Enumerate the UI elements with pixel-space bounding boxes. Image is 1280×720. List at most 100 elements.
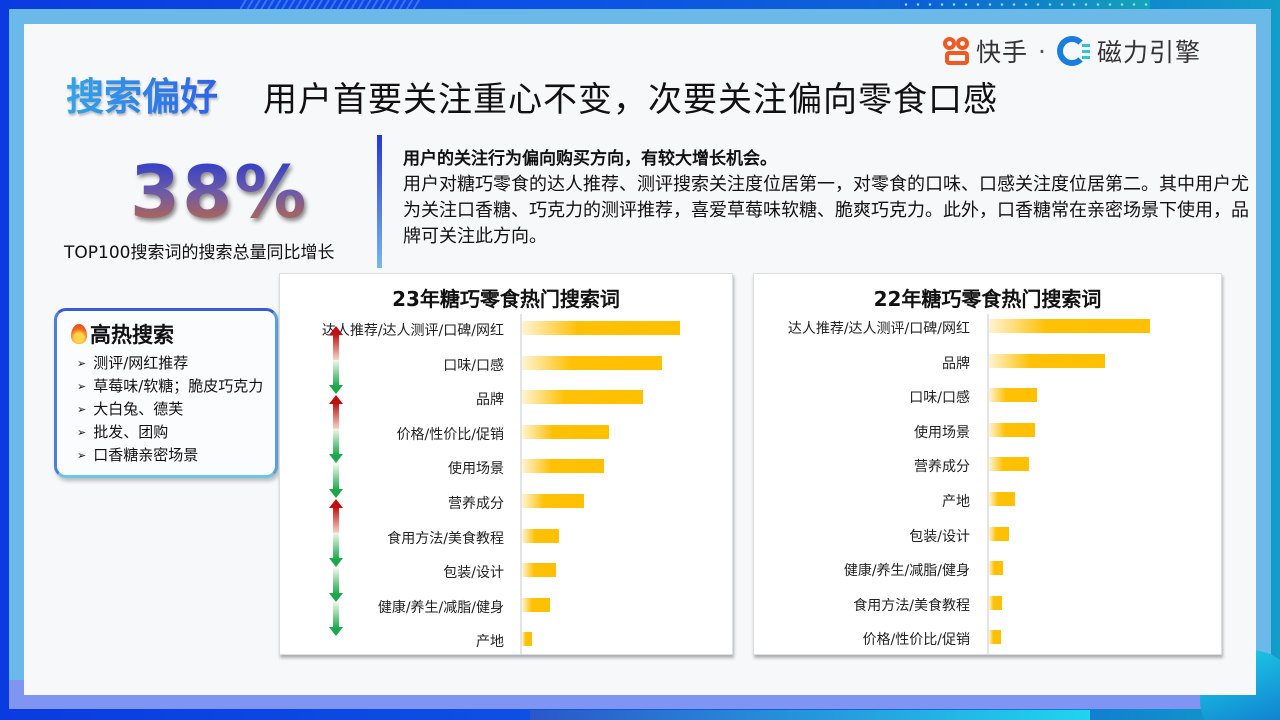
bar-row: 价格/性价比/促销 bbox=[280, 423, 732, 443]
arrow-up-icon bbox=[329, 498, 343, 533]
bar-row: 营养成分 bbox=[754, 455, 1221, 476]
arrow-down-icon bbox=[329, 602, 343, 637]
bar bbox=[989, 353, 1105, 368]
bar-row: 食用方法/美食教程 bbox=[754, 594, 1221, 614]
logo-separator: · bbox=[1038, 36, 1047, 66]
bar-label: 价格/性价比/促销 bbox=[862, 632, 970, 649]
bar-row: 产地 bbox=[280, 630, 732, 651]
bar-label: 包装/设计 bbox=[909, 528, 970, 545]
bar-row: 使用场景 bbox=[280, 457, 732, 478]
bar-label: 营养成分 bbox=[914, 459, 970, 476]
description-block: 用户的关注行为偏向购买方向，有较大增长机会。 用户对糖巧零食的达人推荐、测评搜索… bbox=[403, 146, 1253, 250]
bar-row: 口味/口感 bbox=[754, 386, 1221, 407]
bar bbox=[522, 563, 556, 578]
description-accent-bar bbox=[377, 135, 382, 268]
bar-row: 包装/设计 bbox=[754, 525, 1221, 545]
bar-label: 达人推荐/达人测评/口碑/网红 bbox=[787, 321, 970, 337]
arrow-bullet-icon: ➢ bbox=[77, 426, 87, 439]
bar-row: 品牌 bbox=[754, 352, 1221, 372]
description-body: 用户对糖巧零食的达人推荐、测评搜索关注度位居第一，对零食的口味、口感关注度位居第… bbox=[403, 174, 1249, 247]
bar-row: 达人推荐/达人测评/口碑/网红 bbox=[754, 317, 1221, 337]
bar bbox=[522, 390, 643, 405]
bar bbox=[522, 528, 559, 543]
arrow-up-icon bbox=[329, 394, 343, 429]
bar-label: 健康/养生/减脂/健身 bbox=[377, 599, 504, 616]
bar bbox=[989, 422, 1035, 437]
bar-row: 营养成分 bbox=[280, 492, 732, 512]
bar bbox=[989, 319, 1150, 333]
arrow-down-icon bbox=[329, 429, 343, 464]
bar bbox=[989, 630, 1001, 645]
bar bbox=[522, 597, 550, 612]
hot-search-title: 高热搜索 bbox=[71, 319, 275, 349]
bar-label: 食用方法/美食教程 bbox=[853, 597, 970, 614]
cili-logo-text: 磁力引擎 bbox=[1096, 38, 1201, 67]
arrow-bullet-icon: ➢ bbox=[77, 380, 87, 393]
chart-2023-search-terms: 23年糖巧零食热门搜索词 达人推荐/达人测评/口碑/网红口味/口感品牌价格/性价… bbox=[279, 273, 733, 655]
bar-row: 健康/养生/减脂/健身 bbox=[280, 596, 732, 616]
brand-logos: 快手 · 磁力引擎 bbox=[942, 33, 1201, 69]
chart-axis bbox=[520, 314, 522, 654]
bar-label: 营养成分 bbox=[448, 496, 504, 512]
hot-search-box: 高热搜索 ➢ 测评/网红推荐 ➢ 草莓味/软糖；脆皮巧克力 ➢ 大白兔、德芙 ➢ 批发、… bbox=[54, 308, 278, 478]
section-keyword: 搜索偏好 bbox=[66, 66, 218, 121]
decor-stripes bbox=[240, 0, 420, 9]
list-item: ➢ 草莓味/软糖；脆皮巧克力 bbox=[71, 375, 275, 398]
list-item-text: 草莓味/软糖；脆皮巧克力 bbox=[93, 377, 264, 395]
list-item-text: 口香糖亲密场景 bbox=[93, 446, 199, 464]
bar-row: 食用方法/美食教程 bbox=[280, 527, 732, 547]
list-item: ➢ 大白兔、德芙 bbox=[71, 398, 275, 421]
bar-label: 价格/性价比/促销 bbox=[396, 426, 504, 443]
chart-title: 23年糖巧零食热门搜索词 bbox=[392, 287, 620, 311]
fire-icon bbox=[71, 324, 87, 344]
bar-label: 产地 bbox=[942, 494, 970, 510]
hot-search-title-text: 高热搜索 bbox=[90, 323, 174, 347]
list-item: ➢ 口香糖亲密场景 bbox=[71, 444, 275, 467]
bar-label: 食用方法/美食教程 bbox=[387, 530, 504, 547]
cili-logo-icon bbox=[1056, 36, 1090, 66]
bar-row: 包装/设计 bbox=[280, 561, 732, 582]
growth-stat-caption: TOP100搜索词的搜索总量同比增长 bbox=[64, 243, 335, 263]
hot-search-list: ➢ 测评/网红推荐 ➢ 草莓味/软糖；脆皮巧克力 ➢ 大白兔、德芙 ➢ 批发、团购 ➢ 口… bbox=[71, 352, 275, 467]
arrow-down-icon bbox=[329, 360, 343, 395]
arrow-bullet-icon: ➢ bbox=[77, 403, 87, 416]
bar bbox=[522, 632, 532, 647]
bar-label: 包装/设计 bbox=[443, 565, 504, 582]
bar-row: 价格/性价比/促销 bbox=[754, 628, 1221, 649]
list-item-text: 大白兔、德芙 bbox=[93, 400, 184, 418]
page-title: 用户首要关注重心不变，次要关注偏向零食口感 bbox=[263, 80, 998, 120]
arrow-bullet-icon: ➢ bbox=[77, 357, 87, 370]
bar bbox=[522, 494, 584, 508]
bar bbox=[989, 561, 1003, 576]
bar-row: 口味/口感 bbox=[280, 354, 732, 374]
bar bbox=[989, 388, 1037, 403]
bar-row: 达人推荐/达人测评/口碑/网红 bbox=[280, 319, 732, 339]
list-item-text: 批发、团购 bbox=[93, 423, 169, 441]
bar-label: 品牌 bbox=[476, 392, 504, 409]
arrow-bullet-icon: ➢ bbox=[77, 449, 87, 462]
decor-dots bbox=[900, 0, 1150, 9]
growth-stat-value: 38% bbox=[130, 150, 309, 234]
bar-row: 产地 bbox=[754, 490, 1221, 510]
kuaishou-logo-text: 快手 bbox=[976, 38, 1029, 67]
list-item: ➢ 批发、团购 bbox=[71, 421, 275, 444]
bar-label: 口味/口感 bbox=[443, 357, 504, 374]
bar bbox=[522, 355, 662, 370]
bar bbox=[989, 595, 1002, 610]
bar-row: 健康/养生/减脂/健身 bbox=[754, 559, 1221, 579]
bar bbox=[989, 526, 1009, 541]
list-item-text: 测评/网红推荐 bbox=[93, 354, 189, 372]
arrow-down-icon bbox=[329, 533, 343, 568]
description-lead: 用户的关注行为偏向购买方向，有较大增长机会。 bbox=[403, 149, 777, 169]
bar-label: 产地 bbox=[476, 634, 504, 651]
decor-bottom-band bbox=[530, 710, 1090, 720]
bar-label: 口味/口感 bbox=[909, 390, 970, 407]
arrow-down-icon bbox=[329, 464, 343, 498]
bar-label: 使用场景 bbox=[914, 424, 970, 441]
bar-label: 达人推荐/达人测评/口碑/网红 bbox=[321, 323, 504, 339]
bar bbox=[522, 424, 609, 439]
bar-row: 使用场景 bbox=[754, 421, 1221, 441]
bar-label: 使用场景 bbox=[448, 461, 504, 478]
chart-axis bbox=[987, 314, 989, 654]
arrow-up-icon bbox=[329, 325, 343, 360]
